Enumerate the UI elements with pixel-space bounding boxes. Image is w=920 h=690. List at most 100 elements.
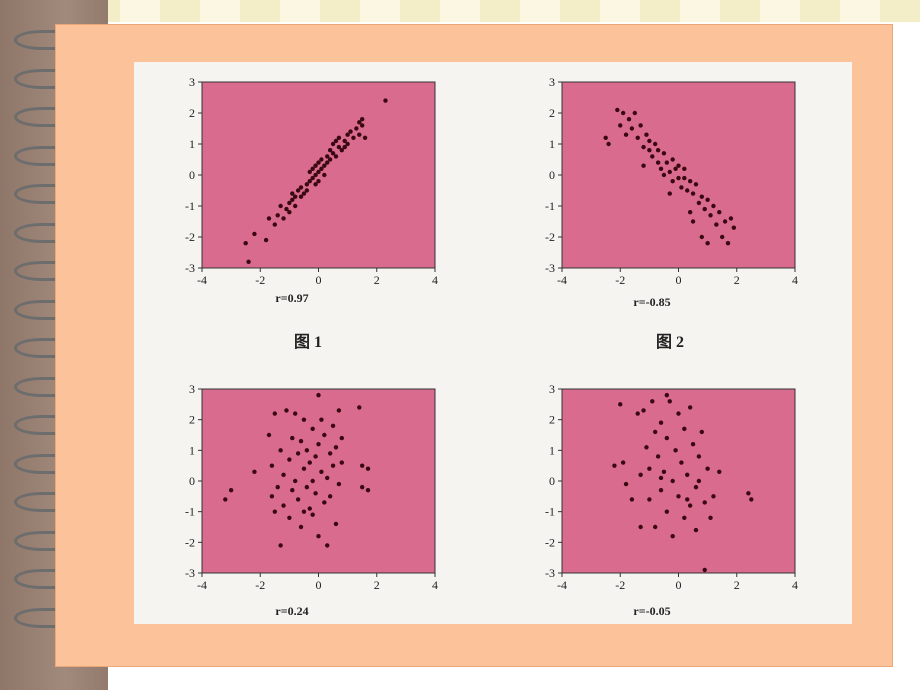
binding-ring	[14, 376, 70, 397]
data-point	[687, 503, 693, 508]
figure-2-caption: 图 2	[656, 334, 685, 351]
data-point	[325, 543, 330, 548]
y-tick-label: -1	[185, 505, 195, 519]
data-point	[336, 135, 342, 140]
data-point	[661, 172, 667, 178]
binding-ring	[14, 415, 70, 435]
data-point	[322, 432, 327, 438]
data-point	[348, 129, 353, 134]
data-point	[676, 494, 681, 499]
data-point	[746, 491, 751, 496]
data-point	[653, 141, 658, 147]
data-point	[298, 524, 304, 530]
data-point	[307, 460, 312, 465]
data-point	[333, 138, 339, 144]
x-tick-label: 2	[734, 273, 740, 287]
data-point	[626, 117, 632, 122]
data-point	[278, 543, 283, 548]
data-point	[676, 163, 681, 168]
data-point	[623, 132, 629, 137]
data-point	[295, 451, 301, 456]
data-point	[269, 463, 275, 468]
x-tick-label: 4	[792, 578, 798, 592]
data-point	[275, 213, 280, 218]
data-point	[365, 466, 371, 471]
data-point	[310, 166, 315, 171]
data-point	[647, 497, 652, 502]
data-point	[307, 169, 312, 175]
data-point	[325, 160, 330, 165]
data-point	[603, 135, 608, 140]
data-point	[641, 408, 646, 413]
data-point	[664, 509, 670, 514]
x-tick-label: -4	[557, 578, 567, 592]
x-tick-label: 4	[792, 273, 798, 287]
data-point	[705, 466, 710, 471]
data-point	[647, 148, 652, 153]
data-point	[635, 135, 640, 140]
data-point	[252, 469, 257, 474]
data-point	[661, 151, 667, 156]
plot-area	[201, 388, 436, 574]
binding-ring	[14, 261, 70, 281]
y-tick-label: -1	[545, 199, 555, 213]
y-tick-label: 1	[549, 137, 555, 151]
data-point	[327, 494, 333, 499]
data-point	[325, 154, 330, 159]
data-point	[362, 135, 368, 140]
data-point	[313, 163, 318, 168]
data-point	[673, 448, 678, 453]
data-point	[629, 126, 635, 131]
y-tick-label: 0	[549, 168, 555, 182]
y-tick-label: -2	[545, 535, 555, 549]
data-point	[702, 500, 707, 505]
data-point	[357, 120, 362, 125]
data-point	[310, 426, 315, 432]
data-point	[307, 179, 312, 184]
data-point	[345, 132, 350, 137]
data-point	[638, 123, 643, 128]
binding-ring	[14, 30, 70, 50]
y-tick-label: -2	[185, 230, 195, 244]
data-point	[278, 203, 283, 209]
data-point	[699, 194, 704, 199]
data-point	[687, 405, 693, 410]
data-point	[647, 138, 652, 144]
data-point	[281, 503, 286, 508]
data-point	[290, 197, 295, 202]
data-point	[336, 144, 342, 150]
data-point	[676, 175, 681, 181]
data-point	[290, 191, 295, 196]
data-point	[682, 515, 687, 520]
data-point	[687, 179, 693, 184]
data-point	[673, 166, 678, 171]
data-point	[696, 478, 702, 484]
data-point	[316, 160, 321, 165]
data-point	[316, 392, 321, 398]
y-tick-label: -3	[185, 261, 195, 275]
data-point	[336, 408, 342, 413]
data-point	[327, 157, 333, 162]
x-tick-label: -4	[557, 273, 567, 287]
data-point	[290, 435, 295, 441]
y-tick-label: 3	[549, 382, 555, 396]
scatter-plot-2: -4 -2 0 2 4 -3 -2 -1 0 1 2 3 r=-0.85	[545, 75, 798, 309]
x-tick-label: 0	[676, 273, 682, 287]
data-point	[641, 163, 646, 168]
data-point	[670, 534, 675, 539]
data-point	[658, 488, 664, 493]
data-point	[719, 234, 725, 240]
y-tick-label: 1	[189, 137, 195, 151]
data-point	[304, 182, 310, 187]
data-point	[263, 237, 269, 243]
correlation-label: r=-0.85	[633, 295, 670, 309]
binding-ring	[14, 607, 70, 628]
data-point	[655, 454, 661, 459]
data-point	[330, 141, 336, 147]
data-point	[629, 497, 635, 502]
data-point	[699, 429, 704, 435]
data-point	[658, 420, 664, 425]
data-point	[290, 488, 295, 493]
data-point	[304, 484, 310, 490]
data-point	[714, 222, 719, 227]
